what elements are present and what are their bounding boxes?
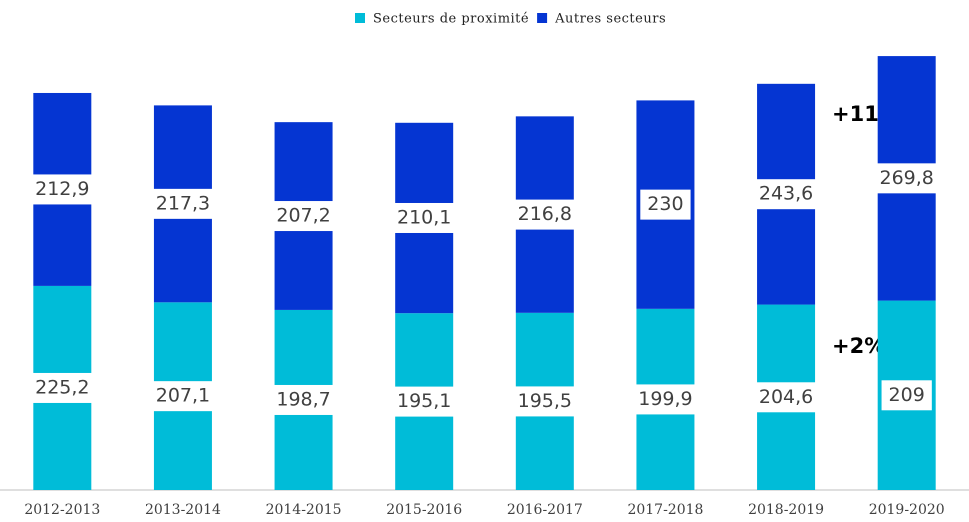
value-label-bg [269,384,338,415]
x-tick-label: 2018-2019 [748,502,824,518]
value-label-bg [148,188,218,219]
value-label: 217,3 [156,192,210,214]
value-label-bg [640,189,691,220]
value-label: 230 [647,193,683,215]
x-tick-label: 2015-2016 [386,502,462,518]
value-label-bg [881,380,932,411]
value-label: 204,6 [759,386,813,408]
value-label: 210,1 [397,206,451,228]
value-label: 243,6 [759,183,813,205]
value-label-bg [751,179,821,210]
value-label: 212,9 [35,178,89,200]
value-label: 195,5 [518,390,572,412]
x-tick-label: 2014-2015 [266,502,342,518]
value-label-bg [269,201,338,232]
x-tick-label: 2017-2018 [627,502,703,518]
x-tick-label: 2012-2013 [24,502,100,518]
value-label: 195,1 [397,390,451,412]
value-label: 207,2 [276,205,330,227]
value-label: 225,2 [35,376,89,398]
value-label-bg [28,372,97,403]
value-label-bg [148,381,218,412]
legend-swatch [537,13,548,23]
x-tick-label: 2016-2017 [507,502,583,518]
annotation: +2% [832,334,885,358]
value-label: 207,1 [156,385,210,407]
value-label-bg [872,163,941,194]
value-label-bg [28,174,97,205]
value-label-bg [751,382,821,413]
value-label: 216,8 [518,203,572,225]
value-label: 209 [889,384,925,406]
x-tick-label: 2013-2014 [145,502,221,518]
value-label-bg [510,199,580,230]
legend-swatch [355,13,365,23]
value-label-bg [389,202,459,233]
value-label-bg [510,386,580,417]
legend-label: Secteurs de proximité [373,12,529,27]
value-label: 199,9 [638,388,692,410]
x-tick-label: 2019-2020 [869,502,945,518]
value-label-bg [389,386,459,417]
legend-label: Autres secteurs [554,12,666,27]
value-label-bg [631,384,700,415]
value-label: 198,7 [276,388,330,410]
value-label: 269,8 [879,167,933,189]
